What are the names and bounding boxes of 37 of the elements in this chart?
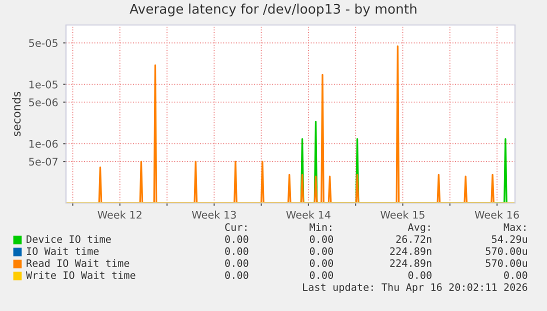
y-tick-label: 1e-06: [29, 140, 58, 148]
text: 224.89n: [390, 247, 432, 255]
chart-title: Average latency for /dev/loop13 - by month: [130, 4, 416, 16]
x-tick-label: Week 12: [98, 210, 142, 219]
y-tick-label: 5e-05: [29, 39, 58, 47]
y-tick-label: 5e-07: [29, 158, 58, 166]
text: 0.00: [310, 259, 334, 267]
text: 0.00: [408, 271, 432, 279]
text: 570.00u: [486, 247, 527, 255]
text: 0.00: [225, 259, 248, 267]
y-axis-title: seconds: [12, 92, 21, 136]
legend-label: Device IO time: [26, 235, 111, 243]
text: 54.29u: [492, 235, 527, 243]
text: Last update: Thu Apr 16 20:02:11 2026: [303, 283, 528, 293]
text: 0.00: [310, 271, 334, 279]
x-tick-label: Week 15: [380, 210, 424, 219]
x-tick-label: Week 14: [286, 210, 330, 219]
y-tick-label: 5e-06: [29, 98, 58, 106]
x-tick-label: Week 16: [474, 210, 519, 219]
legend-label: Write IO Wait time: [26, 271, 136, 279]
text: 0.00: [504, 271, 528, 279]
text: 0.00: [225, 247, 248, 255]
text: 570.00u: [486, 259, 527, 267]
text: Min:: [310, 223, 332, 231]
text: Max:: [504, 223, 526, 231]
text: Avg:: [408, 223, 430, 233]
text: 224.89n: [390, 259, 432, 267]
text: 0.00: [310, 235, 334, 243]
y-tick-label: 1e-05: [29, 80, 58, 88]
legend-label: IO Wait time: [26, 247, 99, 255]
text: 0.00: [225, 235, 248, 243]
x-tick-label: Week 13: [192, 210, 236, 219]
text: 0.00: [310, 247, 334, 255]
text: Cur:: [225, 223, 246, 231]
text: 0.00: [225, 271, 248, 279]
legend-label: Read IO Wait time: [26, 259, 130, 267]
text: 26.72n: [396, 235, 432, 243]
